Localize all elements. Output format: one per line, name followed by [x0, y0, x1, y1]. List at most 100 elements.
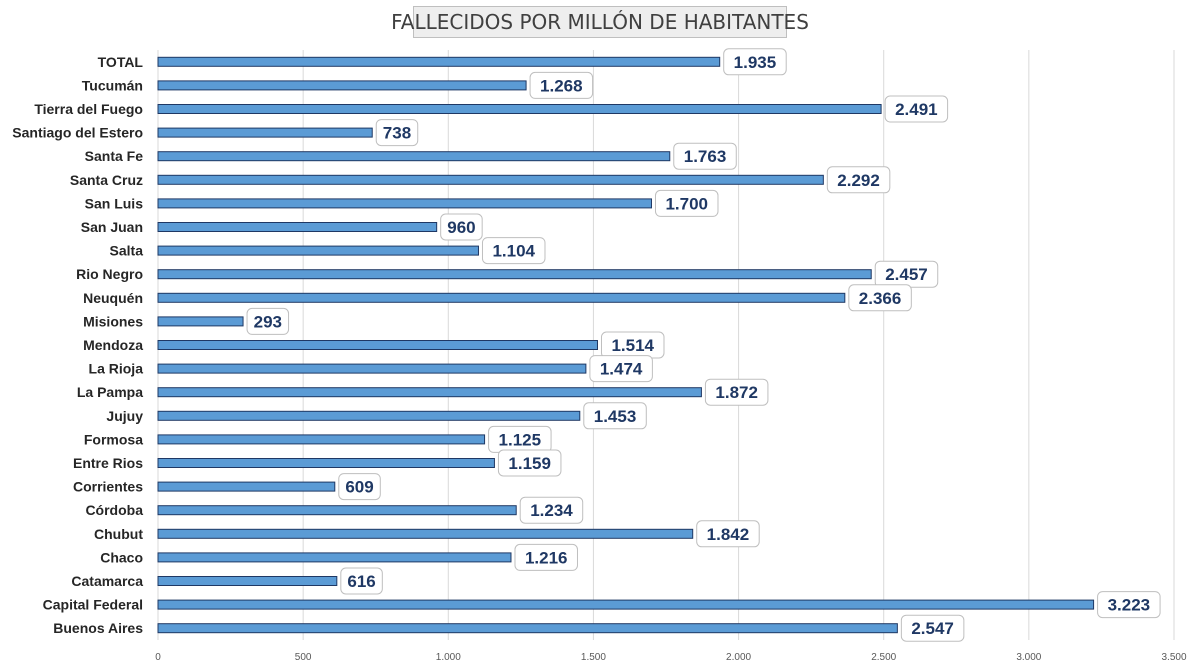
category-label: Catamarca [71, 573, 143, 589]
bar [157, 56, 721, 67]
category-label: Entre Rios [73, 455, 143, 471]
category-label: Salta [110, 243, 144, 259]
category-label: Chubut [94, 526, 143, 542]
value-label-box [723, 48, 787, 76]
value-label: 2.292 [837, 171, 880, 190]
category-label: Buenos Aires [53, 620, 143, 636]
value-label-box [704, 378, 769, 406]
category-label: Formosa [84, 431, 143, 447]
x-tick-label: 2.000 [726, 652, 751, 663]
category-label: Chaco [100, 549, 143, 565]
value-label-box [375, 119, 419, 147]
bar [157, 316, 244, 327]
category-label: Misiones [83, 313, 143, 329]
bar [157, 151, 671, 162]
category-label: Jujuy [106, 408, 143, 424]
category-label: San Juan [81, 219, 143, 235]
value-label-box [654, 189, 719, 217]
value-label-box [848, 284, 912, 312]
value-label: 738 [383, 124, 411, 143]
value-label: 1.234 [530, 501, 573, 520]
category-label: Santa Fe [85, 148, 144, 164]
category-label: Córdoba [85, 502, 143, 518]
value-label: 960 [447, 218, 475, 237]
value-label-box [246, 307, 290, 335]
value-label-box [696, 520, 760, 548]
value-label: 1.216 [525, 548, 568, 567]
bar [157, 363, 587, 374]
value-label: 1.935 [734, 53, 777, 72]
bar [157, 222, 438, 232]
value-label-box [1097, 591, 1161, 619]
bar [157, 481, 336, 492]
bar [157, 174, 824, 185]
category-label: Mendoza [83, 337, 143, 353]
category-label: Rio Negro [76, 266, 143, 282]
value-label: 1.159 [508, 454, 551, 473]
chart-title: FALLECIDOS POR MILLÓN DE HABITANTES [391, 6, 809, 38]
category-label: Santa Cruz [70, 172, 143, 188]
value-label: 2.457 [885, 265, 928, 284]
value-label: 1.872 [715, 383, 758, 402]
value-label: 3.223 [1108, 596, 1151, 615]
value-label: 1.514 [611, 336, 654, 355]
bar [157, 552, 512, 563]
bar [157, 245, 479, 256]
x-tick-label: 500 [295, 652, 312, 663]
bar [157, 340, 598, 350]
bar [157, 623, 898, 634]
bar [157, 127, 373, 138]
bar [157, 458, 495, 468]
bar [157, 80, 527, 91]
value-label-box [529, 71, 594, 99]
x-tick-label: 1.500 [581, 652, 606, 663]
bar [157, 599, 1095, 610]
value-label-box [340, 567, 383, 595]
x-tick-label: 3.500 [1161, 652, 1186, 663]
bar [157, 292, 846, 303]
value-label: 1.474 [600, 360, 643, 379]
category-label: Corrientes [73, 479, 143, 495]
category-label: La Pampa [77, 384, 143, 400]
value-label: 2.491 [895, 100, 938, 119]
value-label-box [583, 402, 647, 430]
category-label: Neuquén [83, 290, 143, 306]
bar [157, 198, 652, 209]
category-label: Tucumán [82, 77, 143, 93]
category-label: Capital Federal [43, 597, 143, 613]
bar [157, 269, 872, 280]
value-label-box [589, 355, 653, 383]
value-label-box [338, 473, 381, 501]
category-label: Tierra del Fuego [34, 101, 143, 117]
category-label: La Rioja [89, 361, 144, 377]
value-label: 1.842 [707, 525, 750, 544]
bar [157, 434, 486, 445]
bar [157, 104, 882, 114]
category-label: San Luis [85, 195, 144, 211]
value-label: 2.547 [911, 619, 954, 638]
value-label-box [514, 543, 578, 571]
value-label: 609 [345, 478, 373, 497]
value-label: 616 [347, 572, 375, 591]
value-label: 1.453 [594, 407, 637, 426]
value-label: 2.366 [859, 289, 902, 308]
value-label-box [673, 142, 737, 170]
x-tick-label: 0 [155, 652, 161, 663]
value-label: 293 [254, 312, 282, 331]
value-label: 1.268 [540, 76, 583, 95]
bar [157, 528, 694, 539]
value-label-box [481, 237, 546, 265]
value-label-box [440, 213, 483, 241]
category-label: TOTAL [98, 54, 144, 70]
bar [157, 410, 581, 421]
value-label: 1.104 [492, 242, 535, 261]
value-label-box [884, 95, 949, 123]
value-label: 1.700 [665, 194, 708, 213]
value-label: 1.763 [684, 147, 727, 166]
x-tick-label: 2.500 [871, 652, 896, 663]
value-label-box [497, 449, 562, 477]
value-label-box [826, 166, 891, 194]
value-label-box [900, 614, 965, 642]
bar [157, 576, 338, 586]
